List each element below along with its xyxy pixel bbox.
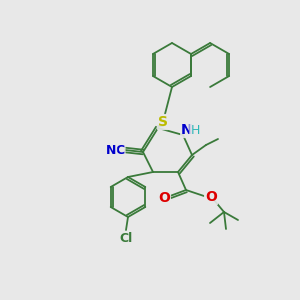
Text: N: N <box>181 123 193 137</box>
Text: H: H <box>190 124 200 136</box>
Text: Cl: Cl <box>119 232 133 245</box>
Text: C: C <box>116 143 124 157</box>
Text: O: O <box>205 190 217 204</box>
Text: O: O <box>158 191 170 205</box>
Text: S: S <box>158 115 168 129</box>
Text: N: N <box>106 143 116 157</box>
